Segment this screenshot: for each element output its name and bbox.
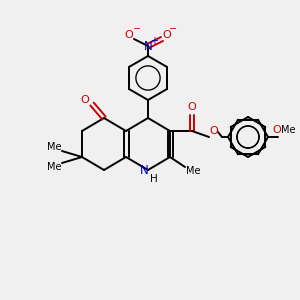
Text: Me: Me (281, 125, 295, 135)
Text: O: O (163, 30, 171, 40)
Text: Me: Me (47, 142, 61, 152)
Text: O: O (124, 30, 134, 40)
Text: −: − (133, 24, 141, 34)
Text: O: O (81, 95, 89, 105)
Text: N: N (140, 164, 148, 176)
Text: O: O (210, 126, 218, 136)
Text: N: N (144, 40, 152, 52)
Text: Me: Me (47, 162, 61, 172)
Text: O: O (273, 125, 281, 135)
Text: −: − (169, 24, 177, 34)
Text: Me: Me (186, 166, 200, 176)
Text: +: + (150, 36, 158, 46)
Text: H: H (150, 174, 158, 184)
Text: O: O (188, 102, 196, 112)
